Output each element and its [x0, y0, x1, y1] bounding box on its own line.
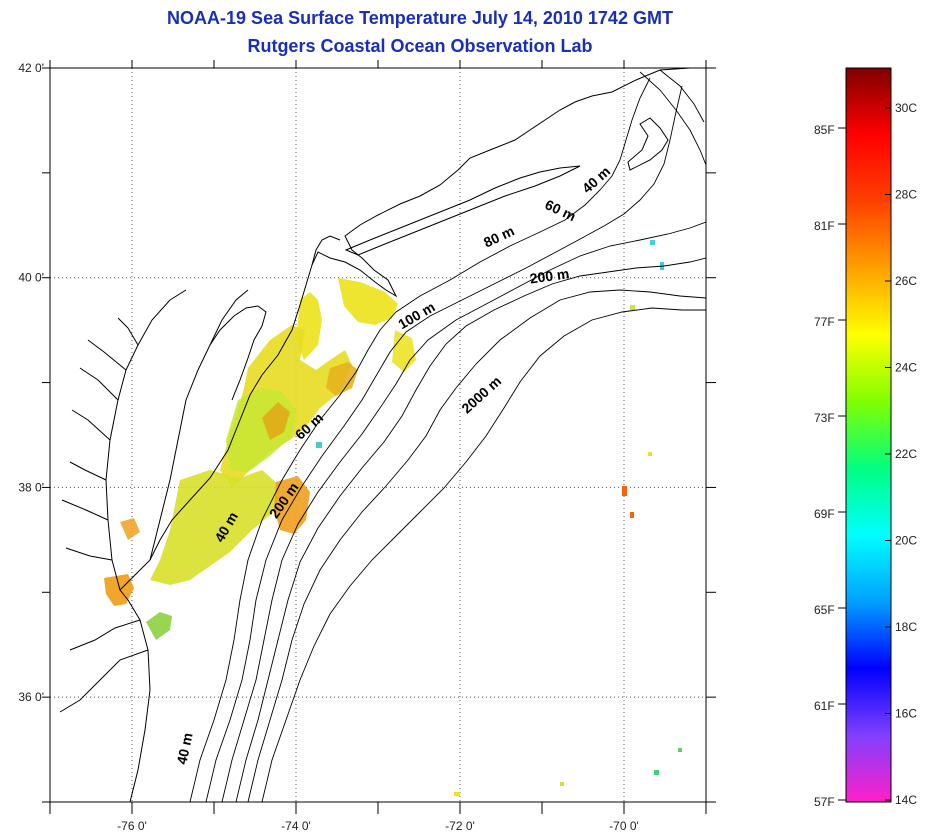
ny-harbor — [311, 235, 341, 266]
contour-label: 2000 m — [458, 373, 504, 417]
celsius-label: 30C — [895, 101, 917, 115]
sst-pixel-green-2 — [654, 770, 659, 775]
sst-patch-mid-shelf — [392, 330, 416, 372]
contour-label: 80 m — [481, 222, 517, 250]
celsius-label: 26C — [895, 274, 917, 288]
contour-label: 40 m — [173, 731, 195, 766]
colorbar-labels: 85F 81F 77F 73F 69F 65F 61F 57F 30C 28C 26C 24C 22C 2… — [814, 101, 917, 809]
rivers-west-1 — [69, 339, 127, 481]
sst-pixel-cyan-2 — [650, 240, 655, 245]
celsius-label: 14C — [895, 793, 917, 807]
colorbar-ticks — [838, 107, 891, 801]
contour-gom-1 — [639, 71, 706, 166]
contour-label: 40 m — [579, 163, 613, 196]
sst-pixel-green-4 — [560, 782, 564, 786]
map-subtitle: Rutgers Coastal Ocean Observation Lab — [247, 36, 593, 56]
contour-gom-2 — [659, 69, 705, 123]
celsius-label: 22C — [895, 447, 917, 461]
contour-80m — [221, 221, 706, 802]
chesapeake-bay-east — [149, 289, 249, 561]
pamlico-sound — [59, 619, 149, 713]
lon-label: -70 0' — [609, 819, 639, 832]
lat-label: 42 0' — [18, 61, 44, 75]
fahrenheit-label: 81F — [814, 219, 835, 233]
axis-labels: 42 0' 40 0' 38 0' 36 0' -76 0' -74 0' -72 0' -7… — [18, 61, 638, 832]
contour-label: 100 m — [395, 298, 437, 332]
fahrenheit-label: 69F — [814, 507, 835, 521]
celsius-label: 20C — [895, 534, 917, 548]
sst-patch-hudson-plume — [338, 278, 398, 325]
fahrenheit-label: 61F — [814, 699, 835, 713]
sst-patch-inner-nj — [262, 402, 290, 440]
sst-patch-chesapeake-mouth — [104, 574, 134, 606]
bathymetry-contours — [189, 69, 706, 802]
long-island — [344, 165, 581, 256]
coastline — [59, 68, 691, 802]
lon-label: -74 0' — [281, 819, 311, 832]
temperature-colorbar: 85F 81F 77F 73F 69F 65F 61F 57F 30C 28C 26C 24C 22C 2… — [814, 67, 917, 809]
sst-pixel-yellow-1 — [454, 792, 460, 796]
sst-data-patches — [104, 240, 682, 796]
fahrenheit-label: 85F — [814, 123, 835, 137]
coastline-main — [119, 68, 691, 802]
sst-pixel-cyan-1 — [316, 442, 322, 448]
lon-label: -76 0' — [117, 819, 147, 832]
sst-pixel-orange-2 — [630, 512, 634, 518]
celsius-label: 24C — [895, 361, 917, 375]
contour-label: 60 m — [543, 196, 579, 224]
celsius-label: 16C — [895, 707, 917, 721]
map-title: NOAA-19 Sea Surface Temperature July 14,… — [167, 8, 673, 28]
frame-ticks — [42, 60, 716, 814]
colorbar-gradient — [845, 67, 892, 803]
sst-pixel-green-1 — [630, 305, 635, 310]
lon-label: -72 0' — [445, 819, 475, 832]
fahrenheit-label: 77F — [814, 315, 835, 329]
fahrenheit-label: 57F — [814, 795, 835, 809]
contour-100m — [235, 257, 706, 802]
fahrenheit-label: 65F — [814, 603, 835, 617]
contour-2000m — [261, 307, 706, 802]
sst-pixel-yellow-2 — [648, 452, 652, 456]
lat-label: 36 0' — [18, 690, 44, 704]
lat-label: 40 0' — [18, 271, 44, 285]
celsius-label: 18C — [895, 620, 917, 634]
cape-cod — [627, 117, 669, 171]
sst-patch-green-south — [146, 612, 172, 640]
sst-pixel-green-3 — [678, 748, 682, 752]
contour-200m — [247, 289, 706, 802]
fahrenheit-label: 73F — [814, 411, 835, 425]
lat-lon-gridlines — [50, 68, 706, 802]
sst-patch-shelf-break — [326, 362, 358, 396]
contour-40m — [189, 77, 651, 802]
sst-pixel-orange-1 — [622, 486, 627, 496]
rivers-west-2 — [61, 317, 139, 561]
sst-patch-delmarva — [150, 470, 280, 585]
delaware-bay — [209, 305, 267, 401]
lat-label: 38 0' — [18, 480, 44, 494]
celsius-label: 28C — [895, 188, 917, 202]
contour-label: 200 m — [529, 265, 571, 286]
contour-60m — [205, 85, 683, 802]
sst-patch-bay-west — [120, 518, 140, 540]
